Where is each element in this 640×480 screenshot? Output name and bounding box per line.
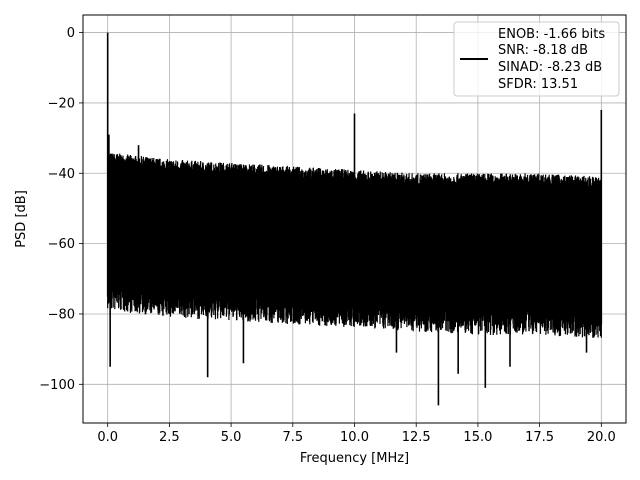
y-tick-label: −40	[48, 167, 75, 182]
legend: ENOB: -1.66 bits SNR: -8.18 dB SINAD: -8…	[453, 21, 620, 97]
y-tick-label: −80	[48, 307, 75, 322]
x-tick-label: 10.0	[340, 430, 369, 445]
x-tick-label: 17.5	[525, 430, 554, 445]
x-tick-label: 0.0	[97, 430, 118, 445]
legend-entry-sfdr: SFDR: 13.51	[498, 77, 578, 92]
x-axis-ticks: 0.0 2.5 5.0 7.5 10.0 12.5 15.0 17.5 20.0	[97, 423, 616, 445]
x-tick-label: 15.0	[463, 430, 492, 445]
x-tick-label: 5.0	[221, 430, 242, 445]
x-tick-label: 20.0	[587, 430, 616, 445]
y-tick-label: 0	[67, 26, 75, 41]
legend-entry-sinad: SINAD: -8.23 dB	[498, 60, 602, 75]
x-tick-label: 7.5	[282, 430, 303, 445]
x-tick-label: 2.5	[159, 430, 180, 445]
series-psd	[106, 32, 603, 406]
y-tick-label: −60	[48, 237, 75, 252]
x-tick-label: 12.5	[402, 430, 431, 445]
y-axis-label: PSD [dB]	[14, 190, 29, 248]
legend-entry-snr: SNR: -8.18 dB	[498, 43, 588, 58]
legend-entry-enob: ENOB: -1.66 bits	[498, 27, 605, 42]
y-tick-label: −100	[39, 378, 75, 393]
y-tick-label: −20	[48, 96, 75, 111]
x-axis-label: Frequency [MHz]	[300, 451, 409, 466]
legend-box	[453, 21, 620, 97]
y-axis-ticks: 0 −20 −40 −60 −80 −100	[39, 26, 83, 393]
